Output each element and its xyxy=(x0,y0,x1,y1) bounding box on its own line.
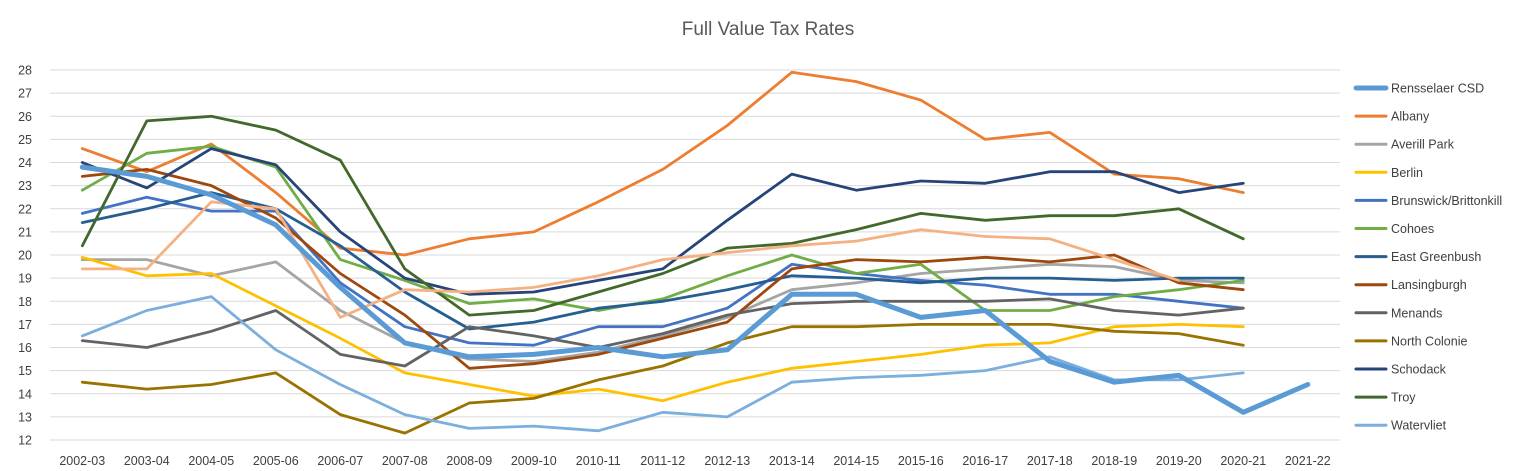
y-tick-label: 19 xyxy=(18,272,32,286)
chart-title: Full Value Tax Rates xyxy=(682,19,855,40)
legend-item: Brunswick/Brittonkill xyxy=(1354,194,1502,208)
series-line-rensselaer-csd xyxy=(79,164,1311,415)
legend-item: Lansingburgh xyxy=(1354,278,1467,292)
legend-item: Rensselaer CSD xyxy=(1353,82,1484,96)
y-tick-label: 17 xyxy=(18,318,32,332)
legend-label: Troy xyxy=(1391,391,1416,405)
legend-item: Watervliet xyxy=(1354,419,1447,433)
y-tick-label: 18 xyxy=(18,295,32,309)
y-tick-label: 16 xyxy=(18,341,32,355)
series-line-averill-park xyxy=(80,258,1245,363)
x-tick-label: 2008-09 xyxy=(446,454,492,468)
y-tick-label: 26 xyxy=(18,110,32,124)
y-tick-label: 21 xyxy=(18,225,32,239)
series-line-menands xyxy=(80,297,1245,368)
x-tick-label: 2005-06 xyxy=(253,454,299,468)
x-tick-label: 2018-19 xyxy=(1091,454,1137,468)
series-line-north-colonie xyxy=(80,322,1245,435)
y-tick-label: 13 xyxy=(18,410,32,424)
y-tick-label: 12 xyxy=(18,434,32,448)
legend: Rensselaer CSD Albany Averill Park Berlin Br… xyxy=(1353,82,1502,433)
legend-item: Averill Park xyxy=(1354,138,1455,152)
series-line-lansingburgh xyxy=(80,167,1245,370)
series-line-watervliet xyxy=(80,295,1245,433)
x-tick-label: 2014-15 xyxy=(833,454,879,468)
y-tick-label: 27 xyxy=(18,87,32,101)
y-tick-label: 20 xyxy=(18,249,32,263)
legend-label: Brunswick/Brittonkill xyxy=(1391,194,1502,208)
series-line-albany xyxy=(80,70,1245,257)
y-axis-ticks: 12 13 14 15 16 17 18 19 20 21 22 23 24 25 26 27 28 xyxy=(18,64,32,448)
series-lines xyxy=(79,70,1311,435)
legend-item: Albany xyxy=(1354,110,1430,124)
legend-label: Schodack xyxy=(1391,363,1447,377)
series-line-berlin xyxy=(80,255,1245,403)
legend-label: North Colonie xyxy=(1391,334,1467,348)
series-line-brunswick-brittonkill xyxy=(80,195,1245,347)
x-tick-label: 2017-18 xyxy=(1027,454,1073,468)
legend-item: Cohoes xyxy=(1354,222,1434,236)
legend-label: Rensselaer CSD xyxy=(1391,82,1484,96)
series-line-schodack xyxy=(80,147,1245,296)
series-line-troy xyxy=(80,114,1245,317)
legend-label: Watervliet xyxy=(1391,419,1447,433)
series-line-unlabeled xyxy=(80,200,1181,319)
x-tick-label: 2006-07 xyxy=(317,454,363,468)
legend-item: Troy xyxy=(1354,391,1416,405)
y-tick-label: 24 xyxy=(18,156,32,170)
y-tick-label: 25 xyxy=(18,133,32,147)
x-tick-label: 2012-13 xyxy=(704,454,750,468)
y-tick-label: 28 xyxy=(18,64,32,78)
series-line-cohoes xyxy=(80,144,1245,312)
legend-item: North Colonie xyxy=(1354,334,1467,348)
x-tick-label: 2019-20 xyxy=(1156,454,1202,468)
x-tick-label: 2020-21 xyxy=(1220,454,1266,468)
x-tick-label: 2021-22 xyxy=(1285,454,1331,468)
x-axis-ticks: 2002-03 2003-04 2004-05 2005-06 2006-07 2007-… xyxy=(59,454,1330,468)
legend-label: Albany xyxy=(1391,110,1430,124)
legend-item: Menands xyxy=(1354,306,1442,320)
y-tick-label: 14 xyxy=(18,387,32,401)
legend-label: Averill Park xyxy=(1391,138,1455,152)
x-tick-label: 2002-03 xyxy=(59,454,105,468)
x-tick-label: 2011-12 xyxy=(640,454,685,468)
legend-item: Berlin xyxy=(1354,166,1423,180)
legend-item: East Greenbush xyxy=(1354,250,1481,264)
y-tick-label: 15 xyxy=(18,364,32,378)
x-tick-label: 2016-17 xyxy=(962,454,1008,468)
legend-label: Lansingburgh xyxy=(1391,278,1467,292)
x-tick-label: 2015-16 xyxy=(898,454,944,468)
legend-label: Berlin xyxy=(1391,166,1423,180)
legend-label: East Greenbush xyxy=(1391,250,1481,264)
x-tick-label: 2003-04 xyxy=(124,454,170,468)
y-tick-label: 22 xyxy=(18,202,32,216)
x-tick-label: 2004-05 xyxy=(188,454,234,468)
x-tick-label: 2013-14 xyxy=(769,454,815,468)
legend-item: Schodack xyxy=(1354,363,1447,377)
x-tick-label: 2007-08 xyxy=(382,454,428,468)
legend-label: Menands xyxy=(1391,306,1442,320)
x-tick-label: 2010-11 xyxy=(576,454,621,468)
x-tick-label: 2009-10 xyxy=(511,454,557,468)
legend-label: Cohoes xyxy=(1391,222,1434,236)
y-tick-label: 23 xyxy=(18,179,32,193)
